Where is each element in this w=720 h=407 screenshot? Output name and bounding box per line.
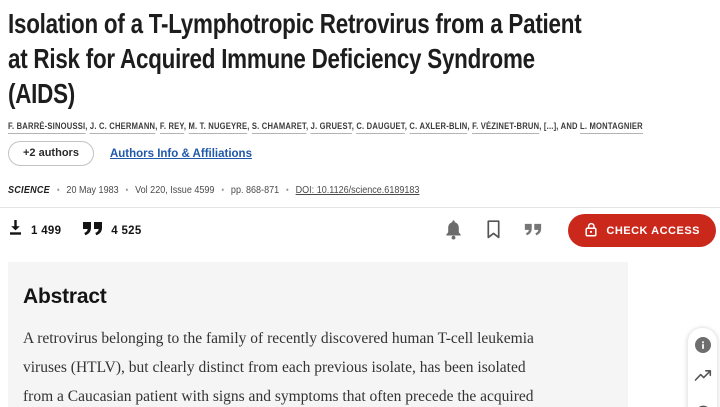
volume-issue: Vol 220, Issue 4599 <box>135 184 215 196</box>
share-button[interactable] <box>694 400 712 407</box>
cite-button[interactable] <box>524 223 542 239</box>
information-button[interactable] <box>694 337 711 353</box>
metrics-action-bar: 1 499 4 525 <box>8 213 716 248</box>
author-separator: , <box>404 121 410 132</box>
downloads-count: 1 499 <box>31 224 62 237</box>
authors-info-affiliations-link[interactable]: Authors Info & Affiliations <box>109 147 252 160</box>
citations-metric[interactable]: 4 525 <box>82 221 141 241</box>
author-separator: , <box>155 121 160 132</box>
abstract-text: A retrovirus belonging to the family of … <box>23 324 628 407</box>
abstract-line: from a Caucasian patient with signs and … <box>23 388 534 405</box>
downloads-metric[interactable]: 1 499 <box>8 220 61 241</box>
page-range: pp. 868-871 <box>230 184 280 196</box>
author-separator: , <box>183 121 189 132</box>
more-authors-button[interactable]: +2 authors <box>8 141 94 166</box>
author-link[interactable]: S. CHAMARET <box>251 121 307 134</box>
author-link[interactable]: J. GRUEST <box>310 121 352 134</box>
abstract-heading: Abstract <box>23 285 107 308</box>
author-separator: , <box>351 121 357 132</box>
info-icon <box>694 337 711 353</box>
author-link[interactable]: F. REY <box>159 121 184 134</box>
abstract-line: viruses (HTLV), but clearly distinct fro… <box>23 359 526 376</box>
metrics-group: 1 499 4 525 <box>8 220 154 241</box>
floating-side-toolbar <box>687 327 718 407</box>
meta-separator: • <box>221 185 225 195</box>
citations-count: 4 525 <box>111 224 142 237</box>
journal-meta-row: SCIENCE • 20 May 1983 • Vol 220, Issue 4… <box>8 184 419 196</box>
doi-link[interactable]: DOI: 10.1126/science.6189183 <box>295 184 420 196</box>
meta-separator: • <box>56 185 60 195</box>
share-icon <box>694 400 712 407</box>
author-link[interactable]: J. C. CHERMANN <box>89 121 156 134</box>
author-separator: , [...], AND <box>539 121 581 132</box>
metrics-button[interactable] <box>694 368 712 385</box>
author-link[interactable]: F. VÉZINET-BRUN <box>472 121 540 134</box>
author-link[interactable]: M. T. NUGEYRE <box>188 121 248 134</box>
publication-date: 20 May 1983 <box>66 184 119 196</box>
abstract-line: A retrovirus belonging to the family of … <box>23 330 534 347</box>
author-separator: , <box>247 121 252 132</box>
meta-separator: • <box>125 185 129 195</box>
author-separator: , <box>306 121 311 132</box>
citation-quote-icon <box>82 221 103 241</box>
author-separator: , <box>85 121 90 132</box>
bell-icon <box>444 219 463 243</box>
author-list: F. BARRÉ-SINOUSSI, J. C. CHERMANN, F. RE… <box>8 121 643 134</box>
download-icon <box>8 220 23 241</box>
check-access-button[interactable]: CHECK ACCESS <box>568 214 716 247</box>
quote-icon <box>524 223 542 239</box>
article-actions-group: CHECK ACCESS <box>444 214 716 247</box>
title-line: at Risk for Acquired Immune Deficiency S… <box>8 43 535 74</box>
alerts-button[interactable] <box>444 219 463 243</box>
author-link[interactable]: F. BARRÉ-SINOUSSI <box>8 121 86 134</box>
title-line: (AIDS) <box>8 78 75 109</box>
author-link[interactable]: L. MONTAGNIER <box>580 121 643 134</box>
author-separator: , <box>467 121 473 132</box>
trending-up-icon <box>694 368 712 385</box>
horizontal-divider <box>0 207 720 208</box>
abstract-section: Abstract A retrovirus belonging to the f… <box>8 262 628 407</box>
meta-separator: • <box>286 185 289 195</box>
page-title: Isolation of a T-Lymphotropic Retrovirus… <box>8 6 720 111</box>
title-line: Isolation of a T-Lymphotropic Retrovirus… <box>8 8 582 39</box>
bookmark-icon <box>486 219 501 242</box>
lock-open-icon <box>584 222 598 240</box>
bookmark-button[interactable] <box>486 219 501 242</box>
author-link[interactable]: C. AXLER-BLIN <box>409 121 468 134</box>
author-link[interactable]: C. DAUGUET <box>356 121 405 134</box>
author-actions-row: +2 authors Authors Info & Affiliations <box>8 141 252 166</box>
journal-name: SCIENCE <box>8 184 50 196</box>
check-access-label: CHECK ACCESS <box>606 224 700 237</box>
